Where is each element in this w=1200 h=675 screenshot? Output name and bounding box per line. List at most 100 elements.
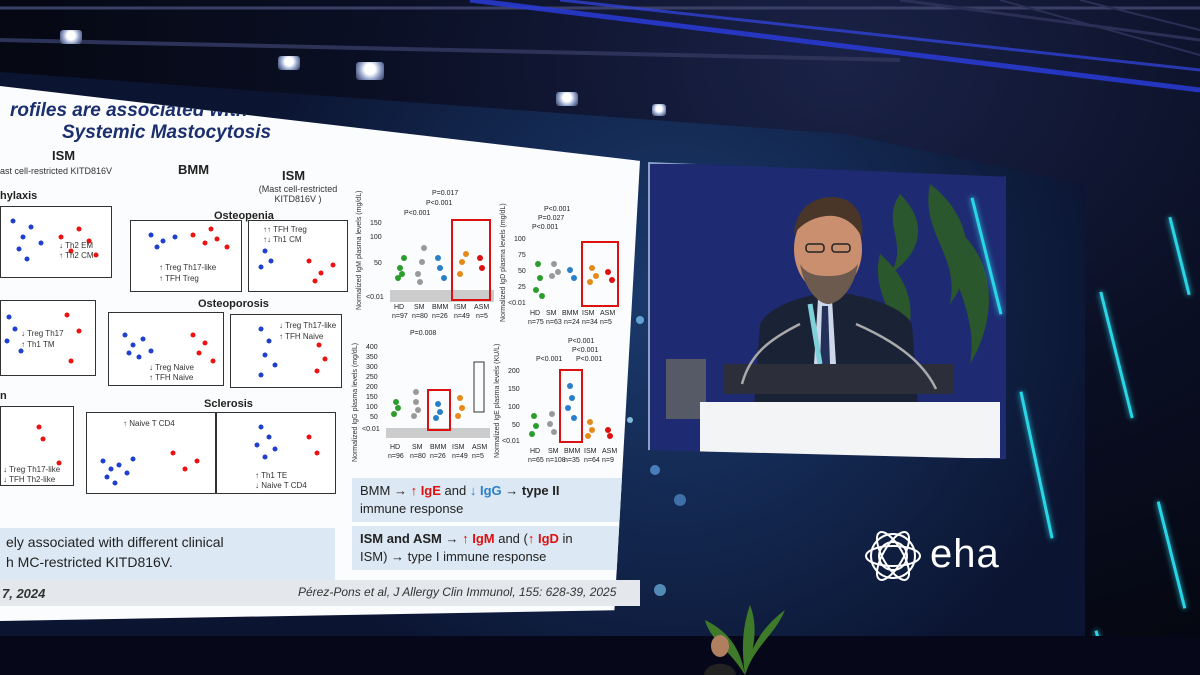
- n-label: n=75: [528, 319, 544, 326]
- ige-dotplot: Normalized IgE plasma levels (KU/L) P<0.…: [494, 338, 624, 472]
- n-label: n=26: [430, 453, 446, 460]
- tsne-scatter: [36, 424, 62, 466]
- group-label: HD: [394, 304, 405, 311]
- tsne-scatter: [10, 218, 99, 262]
- summary-igd-up: ↑ IgD: [527, 531, 559, 546]
- group-label: ISM: [584, 448, 597, 455]
- n-label: n=24: [564, 319, 580, 326]
- group-label: SM: [548, 448, 559, 455]
- citation-left: 7, 2024: [2, 586, 46, 601]
- pval-label: P=0.017: [432, 190, 459, 197]
- pval-label: P<0.001: [572, 347, 599, 354]
- ytick-label: 350: [366, 354, 378, 361]
- igg-dotplot: Normalized IgG plasma levels (mg/dL) P=0…: [352, 330, 492, 470]
- stage-spotlight: [652, 104, 666, 116]
- n-label: n=80: [412, 313, 428, 320]
- conclusion-line2: h MC-restricted KITD816V.: [6, 554, 173, 570]
- stage-light-strip: [1156, 501, 1187, 609]
- pval-label: P<0.001: [532, 224, 559, 231]
- col-sub-ism-right: (Mast cell-restricted KITD816V ): [258, 184, 338, 204]
- stage-floor: [0, 636, 1200, 675]
- panel-label: ↑ TFH Treg: [159, 274, 199, 283]
- ytick-label: 25: [518, 284, 526, 291]
- panel-label: ↓ Naive T CD4: [255, 481, 307, 490]
- col-head-ism-left: ISM: [52, 148, 76, 163]
- n-label: n=35: [564, 457, 580, 464]
- ytick-label: 100: [370, 234, 382, 241]
- ytick-label: <0.01: [362, 426, 380, 433]
- tsne-panel: ↓ Th2 EM ↑ Th2 CM: [0, 206, 112, 278]
- ytick-label: 100: [514, 236, 526, 243]
- stage-spotlight: [278, 56, 300, 70]
- panel-label: ↓ TFH Th2-like: [3, 475, 56, 484]
- panel-label: ↑ Th2 CM: [59, 251, 94, 260]
- group-label: SM: [546, 310, 557, 317]
- conclusion-note: ely associated with different clinical h…: [0, 528, 335, 580]
- tsne-scatter: [100, 450, 200, 486]
- n-label: n=64: [584, 457, 600, 464]
- igg-plot-area: [386, 361, 490, 438]
- summary-ism-asm: ISM and ASM →: [360, 531, 459, 546]
- stage-light-strip: [1099, 291, 1134, 419]
- ytick-label: <0.01: [502, 438, 520, 445]
- group-label: ISM: [452, 444, 465, 451]
- citation-bar: [0, 580, 640, 606]
- row-label-osteopenia: Osteopenia: [214, 210, 274, 222]
- group-label: ASM: [472, 444, 488, 451]
- tsne-scatter: [122, 332, 216, 364]
- group-label: BMM: [564, 448, 581, 455]
- pval-label: P=0.008: [410, 330, 437, 337]
- tsne-scatter: [258, 248, 336, 284]
- summary-and: and: [444, 483, 467, 498]
- panel-label: ↑ Naive T CD4: [123, 419, 175, 428]
- group-label: ASM: [600, 310, 616, 317]
- speaker-scene: [650, 164, 1006, 459]
- group-label: BMM: [562, 310, 579, 317]
- audience-member: [704, 635, 736, 675]
- group-label: HD: [530, 448, 541, 455]
- ytick-label: 200: [366, 384, 378, 391]
- ige-plot-area: [529, 369, 613, 443]
- group-label: SM: [412, 444, 423, 451]
- group-label: ISM: [582, 310, 595, 317]
- group-label: BMM: [432, 304, 449, 311]
- tsne-panel: ↓ Treg Th17-like ↓ TFH Th2-like: [0, 406, 74, 486]
- row-label-osteoporosis: Osteoporosis: [198, 298, 269, 310]
- n-label: n=97: [392, 313, 408, 320]
- ytick-label: 100: [366, 404, 378, 411]
- ytick-label: 150: [366, 394, 378, 401]
- pval-label: P<0.001: [568, 338, 595, 345]
- igm-dotplot: Normalized IgM plasma levels (mg/dL) P=0…: [356, 190, 496, 330]
- group-label: HD: [530, 310, 541, 317]
- igd-ylabel: Normalized IgD plasma levels (mg/dL): [500, 203, 507, 322]
- tsne-panel: ↑ Naive T CD4: [86, 412, 216, 494]
- group-label: ASM: [602, 448, 618, 455]
- stage-spotlight: [356, 62, 384, 80]
- summary-type2: BMM → ↑ IgE and ↓ IgG → type II immune r…: [352, 478, 634, 522]
- stage-spotlight: [556, 92, 578, 106]
- summary-type2-label: → type II: [505, 483, 560, 498]
- conclusion-line1: ely associated with different clinical: [6, 534, 224, 550]
- n-label: n=5: [600, 319, 612, 326]
- pval-label: P<0.001: [404, 210, 431, 217]
- pval-label: P=0.027: [538, 215, 565, 222]
- ytick-label: <0.01: [366, 294, 384, 301]
- n-label: n=108: [546, 457, 566, 464]
- ytick-label: 50: [512, 422, 520, 429]
- igd-plot-area: [533, 241, 619, 307]
- n-label: n=5: [472, 453, 484, 460]
- row-label-anaphylaxis: hylaxis: [0, 190, 38, 202]
- panel-label: ↓ Treg Th17-like: [279, 321, 337, 330]
- slide-title-line2: Systemic Mastocytosis: [62, 122, 272, 143]
- tsne-panel: ↓ Treg Th17-like ↑ TFH Naive: [230, 314, 342, 388]
- pval-label: P<0.001: [576, 356, 603, 363]
- n-label: n=9: [602, 457, 614, 464]
- ytick-label: 100: [508, 404, 520, 411]
- summary-in: in: [562, 531, 573, 546]
- panel-label: ↑ Th1 TM: [21, 340, 55, 349]
- ytick-label: <0.01: [508, 300, 526, 307]
- col-sub-ism-left: ast cell-restricted KITD816V: [0, 166, 113, 176]
- tsne-panel: ↑ Treg Th17-like ↑ TFH Treg: [130, 220, 242, 292]
- eha-logo-text: eha: [930, 532, 1000, 576]
- pval-label: P<0.001: [536, 356, 563, 363]
